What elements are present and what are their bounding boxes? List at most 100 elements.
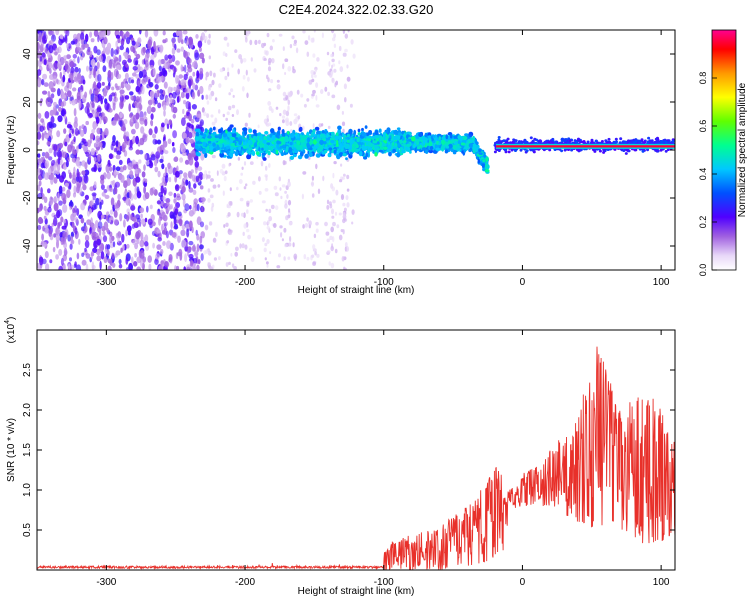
spectrogram-noise-mark: [54, 51, 58, 56]
spectrogram-noise-mark: [99, 201, 102, 210]
spectrogram-noise-mark: [41, 152, 46, 157]
spectrogram-signal-mark: [382, 131, 386, 137]
spectrogram-signal-mark: [396, 127, 401, 131]
spectrogram-noise-mark: [41, 78, 45, 86]
spectrogram-noise-mark: [223, 36, 228, 41]
spectrogram-noise-mark: [321, 123, 324, 127]
spectrogram-signal-mark: [401, 130, 404, 135]
spectrogram-noise-mark: [112, 62, 116, 69]
spectrogram-noise-mark: [177, 235, 181, 243]
spectrogram-noise-mark: [195, 175, 200, 183]
spectrogram-noise-mark: [103, 256, 108, 264]
spectrogram-noise-mark: [276, 265, 281, 269]
spectrogram-noise-mark: [141, 85, 145, 95]
spectrogram-noise-mark: [313, 233, 317, 239]
spectrogram-noise-mark: [119, 100, 124, 110]
spectrogram-noise-mark: [58, 221, 62, 227]
spectrogram-noise-mark: [187, 246, 192, 252]
spectrogram-noise-mark: [260, 160, 264, 167]
spectrogram-noise-mark: [191, 245, 196, 252]
spectrogram-noise-mark: [119, 112, 123, 119]
spectrogram-noise-mark: [175, 219, 179, 224]
spectrogram-noise-mark: [86, 139, 92, 148]
spectrogram-noise-mark: [159, 89, 164, 94]
spectrogram-noise-mark: [125, 197, 130, 206]
spectrogram-noise-mark: [144, 234, 149, 243]
spectrogram-noise-mark: [169, 204, 173, 210]
spectrogram-noise-mark: [330, 262, 335, 269]
spectrogram-signal-mark: [338, 135, 342, 140]
spectrogram-noise-mark: [55, 234, 60, 243]
spectrogram-noise-mark: [58, 151, 62, 161]
spectrogram-noise-mark: [37, 224, 42, 231]
spectrogram-noise-mark: [207, 39, 211, 45]
spectrogram-noise-mark: [278, 33, 283, 37]
spectrogram-noise-mark: [49, 68, 52, 74]
spectrogram-signal-mark: [231, 133, 237, 138]
spectrogram-noise-mark: [116, 171, 119, 176]
spectrogram-noise-mark: [139, 249, 145, 259]
spectrogram-noise-mark: [293, 39, 297, 44]
spectrogram-noise-mark: [284, 243, 288, 248]
spectrogram-signal-mark: [330, 139, 335, 144]
spectrogram-noise-mark: [41, 132, 45, 141]
spectrogram-noise-mark: [321, 32, 324, 39]
spectrogram-noise-mark: [174, 223, 178, 230]
spectrogram-noise-mark: [330, 30, 335, 34]
spectrogram-noise-mark: [279, 113, 282, 117]
spectrogram-signal-mark: [242, 141, 247, 146]
spectrogram-noise-mark: [288, 221, 293, 226]
spectrogram-noise-mark: [89, 89, 93, 95]
spectrogram-signal-mark: [226, 150, 230, 155]
spectrogram-noise-mark: [331, 215, 335, 219]
spectrogram-noise-mark: [205, 249, 209, 254]
spectrogram-noise-mark: [338, 60, 341, 65]
spectrogram-noise-mark: [48, 95, 53, 103]
spectrogram-noise-mark: [115, 141, 119, 147]
spectrogram-noise-mark: [282, 46, 285, 51]
spectrogram-noise-mark: [311, 254, 315, 258]
spectrogram-noise-mark: [179, 157, 184, 163]
spectrogram-noise-mark: [213, 72, 216, 78]
spectrogram-noise-mark: [208, 33, 211, 39]
spectrogram-noise-mark: [52, 62, 58, 71]
spectrogram-noise-mark: [180, 64, 184, 72]
spectrogram-noise-mark: [144, 178, 148, 183]
spectrogram-noise-mark: [280, 195, 283, 200]
spectrogram-noise-mark: [103, 189, 108, 193]
spectrogram-noise-mark: [245, 183, 248, 187]
spectrogram-noise-mark: [312, 261, 316, 266]
spectrogram-noise-mark: [183, 266, 186, 270]
spectrogram-noise-mark: [156, 244, 162, 250]
spectrogram-signal-mark: [252, 129, 257, 134]
spectrogram-noise-mark: [226, 111, 230, 116]
spectrogram-noise-mark: [72, 208, 76, 214]
spectrogram-noise-mark: [288, 242, 292, 247]
spectrogram-noise-mark: [207, 188, 211, 193]
spectrogram-noise-mark: [192, 115, 197, 120]
spectrogram-noise-mark: [85, 253, 91, 259]
spectrogram-noise-mark: [101, 225, 106, 232]
spectrogram-noise-mark: [285, 110, 290, 117]
spectrogram-noise-mark: [97, 221, 103, 229]
spectrogram-noise-mark: [169, 94, 173, 102]
spectrogram-noise-mark: [137, 64, 141, 73]
spectrogram-noise-mark: [44, 227, 50, 234]
spectrogram-signal-mark: [319, 145, 324, 149]
spectrogram-noise-mark: [296, 89, 300, 95]
spectrogram-noise-mark: [37, 184, 41, 192]
spectrogram-noise-mark: [74, 116, 78, 124]
spectrogram-noise-mark: [168, 59, 173, 64]
spectrogram-signal-mark: [374, 152, 378, 157]
spectrogram-noise-mark: [43, 82, 49, 87]
spectrogram-noise-mark: [121, 146, 126, 153]
spectrogram-noise-mark: [154, 45, 160, 54]
spectrogram-noise-mark: [118, 54, 122, 63]
spectrogram-noise-mark: [161, 67, 166, 76]
spectrogram-noise-mark: [188, 240, 194, 246]
spectrogram-noise-mark: [156, 229, 161, 234]
spectrogram-noise-mark: [60, 216, 64, 223]
spectrogram-noise-mark: [154, 166, 159, 173]
spectrogram-noise-mark: [135, 135, 140, 145]
spectrogram-noise-mark: [80, 39, 85, 45]
